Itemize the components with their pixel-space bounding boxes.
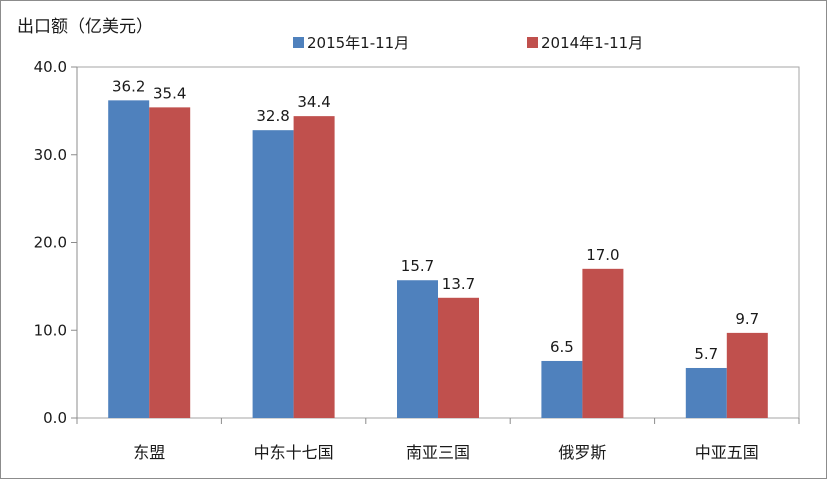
category-label: 南亚三国: [406, 443, 470, 462]
data-label: 6.5: [550, 338, 574, 356]
bar: [582, 268, 624, 418]
y-tick-label: 30.0: [34, 146, 67, 164]
bar: [726, 332, 768, 418]
y-tick-label: 10.0: [34, 321, 67, 339]
bars: [108, 100, 768, 419]
data-label: 32.8: [256, 107, 289, 125]
y-axis-ticks: 0.0 10.0 20.0 30.0 40.0: [34, 58, 800, 427]
y-tick-label: 40.0: [34, 58, 67, 76]
y-tick-label: 20.0: [34, 234, 67, 252]
legend-swatch: [527, 37, 538, 48]
bar: [149, 107, 191, 419]
bar: [438, 297, 479, 418]
data-label: 5.7: [694, 345, 718, 363]
bar: [293, 116, 335, 418]
bar: [685, 367, 727, 418]
data-label: 15.7: [401, 257, 434, 275]
legend-entry: 2014年1-11月: [541, 34, 643, 52]
data-labels: 36.2 35.4 32.8 34.4 15.7 13.7 6.5 17.0 5.7 9.7: [112, 77, 759, 363]
category-label: 中东十七国: [254, 443, 334, 462]
y-axis-label: 出口额（亿美元）: [17, 17, 153, 37]
data-label: 36.2: [112, 77, 145, 95]
bar: [252, 130, 294, 418]
data-label: 35.4: [153, 84, 186, 102]
data-label: 34.4: [297, 93, 330, 111]
data-label: 9.7: [735, 310, 759, 328]
category-label: 东盟: [133, 443, 165, 462]
category-labels: 东盟 中东十七国 南亚三国 俄罗斯 中亚五国: [133, 443, 759, 462]
data-label: 13.7: [442, 275, 475, 293]
y-tick-label: 0.0: [43, 409, 67, 427]
category-label: 中亚五国: [695, 443, 759, 462]
bar: [397, 280, 438, 418]
bar: [541, 360, 583, 418]
category-label: 俄罗斯: [558, 443, 606, 462]
legend-swatch: [293, 37, 304, 48]
legend: 2015年1-11月 2014年1-11月: [293, 34, 643, 52]
bar: [108, 100, 150, 418]
legend-entry: 2015年1-11月: [307, 34, 409, 52]
data-label: 17.0: [586, 246, 619, 264]
